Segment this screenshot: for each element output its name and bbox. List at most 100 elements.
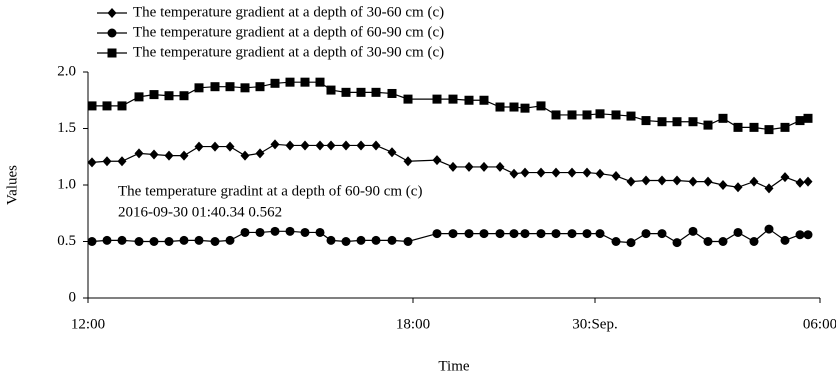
data-point	[149, 237, 159, 246]
data-point	[225, 82, 235, 92]
data-point	[134, 92, 144, 102]
data-point	[179, 150, 189, 161]
annotation: 2016-09-30 01:40.34 0.562	[118, 204, 282, 220]
data-point	[164, 91, 174, 101]
data-point	[520, 229, 530, 239]
data-point	[703, 176, 713, 187]
data-point	[495, 102, 505, 112]
data-point	[464, 161, 474, 172]
data-point	[749, 176, 759, 187]
data-point	[179, 235, 189, 245]
data-point	[149, 90, 159, 100]
data-point	[657, 229, 667, 239]
data-point	[688, 117, 698, 127]
data-point	[432, 229, 442, 239]
data-point	[509, 168, 519, 179]
data-point	[733, 122, 743, 132]
data-point	[341, 87, 351, 97]
data-point	[179, 91, 189, 101]
data-point	[341, 237, 351, 246]
data-point	[315, 140, 325, 151]
data-point	[149, 149, 159, 160]
data-point	[225, 141, 235, 152]
data-point	[194, 235, 204, 245]
data-point	[356, 235, 366, 245]
data-point	[595, 229, 605, 239]
data-point	[270, 78, 280, 88]
data-point	[134, 148, 144, 159]
data-point	[300, 227, 310, 237]
data-point	[448, 94, 458, 104]
data-point	[749, 237, 759, 246]
data-point	[536, 101, 546, 111]
legend-marker	[107, 8, 117, 18]
data-point	[764, 183, 774, 194]
data-point	[285, 140, 295, 151]
legend-label: The temperature gradient at a depth of 3…	[133, 44, 444, 60]
legend-marker	[107, 48, 117, 58]
data-point	[641, 229, 651, 239]
data-point	[87, 237, 97, 246]
data-point	[117, 156, 127, 167]
data-point	[371, 235, 381, 245]
data-point	[270, 226, 280, 236]
data-point	[403, 94, 413, 104]
data-point	[795, 177, 805, 188]
data-point	[464, 229, 474, 239]
data-point	[164, 150, 174, 161]
x-axis-label: Time	[438, 358, 469, 374]
data-point	[626, 111, 636, 121]
data-point	[657, 117, 667, 127]
data-point	[495, 161, 505, 172]
data-point	[387, 88, 397, 98]
data-point	[403, 156, 413, 167]
data-point	[448, 229, 458, 239]
y-axis-label: Values	[4, 165, 20, 205]
data-point	[285, 226, 295, 236]
data-point	[567, 167, 577, 178]
data-point	[718, 180, 728, 190]
data-point	[432, 155, 442, 166]
data-point	[582, 229, 592, 239]
data-point	[479, 161, 489, 172]
data-point	[341, 140, 351, 151]
data-point	[520, 167, 530, 178]
data-point	[803, 113, 813, 123]
data-point	[255, 82, 265, 92]
data-point	[102, 156, 112, 167]
data-point	[164, 237, 174, 246]
legend-label: The temperature gradient at a depth of 3…	[133, 4, 444, 20]
legend-label: The temperature gradient at a depth of 6…	[133, 24, 444, 40]
data-point	[582, 167, 592, 178]
data-point	[520, 103, 530, 113]
data-point	[688, 226, 698, 236]
data-point	[479, 229, 489, 239]
x-tick-label: 12:00	[71, 316, 105, 332]
data-point	[795, 116, 805, 126]
y-tick-label: 0	[69, 289, 77, 305]
data-point	[356, 140, 366, 151]
data-point	[300, 77, 310, 87]
data-point	[326, 140, 336, 151]
y-tick-label: 0.5	[57, 233, 76, 249]
data-point	[240, 83, 250, 93]
data-point	[210, 141, 220, 152]
data-point	[315, 77, 325, 87]
data-point	[117, 101, 127, 111]
data-point	[326, 235, 336, 245]
x-tick-label: 06:00	[803, 316, 836, 332]
data-point	[464, 95, 474, 105]
data-point	[134, 237, 144, 246]
data-point	[672, 175, 682, 186]
data-point	[641, 116, 651, 126]
data-point	[749, 122, 759, 132]
x-tick-label: 18:00	[396, 316, 430, 332]
data-point	[194, 83, 204, 93]
data-point	[626, 176, 636, 187]
data-point	[387, 235, 397, 245]
data-point	[595, 168, 605, 179]
data-point	[102, 101, 112, 111]
data-point	[403, 237, 413, 246]
y-tick-label: 1.0	[57, 176, 76, 192]
